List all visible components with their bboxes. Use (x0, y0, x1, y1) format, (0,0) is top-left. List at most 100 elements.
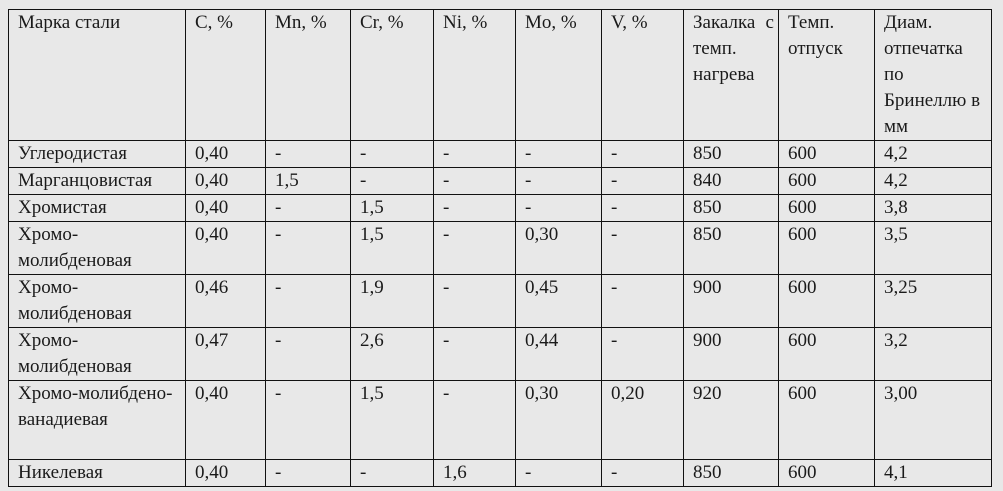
steel-grade-cell: Углеродистая (8, 140, 186, 168)
value-cell: - (265, 327, 351, 381)
value-cell: - (433, 167, 516, 195)
value-cell: - (515, 140, 602, 168)
value-cell: - (265, 380, 351, 460)
table-row: Хромо-молибденовая 0,47-2,6-0,44-900 600 3,… (8, 327, 992, 381)
value-cell: 600 (778, 327, 875, 381)
steel-grade-cell: Марганцовистая (8, 167, 186, 195)
table-row: Хромо-молибдено-ванадиевая 0,40-1,5-0,30 0… (8, 380, 992, 460)
header-cell: V, % (601, 9, 684, 141)
value-cell: 600 (778, 380, 875, 460)
value-cell: 600 (778, 221, 875, 275)
steel-grade-cell: Хромо-молибденовая (8, 327, 186, 381)
value-cell: - (601, 140, 684, 168)
value-cell: - (433, 274, 516, 328)
value-cell: 0,45 (515, 274, 602, 328)
value-cell: - (601, 167, 684, 195)
header-cell: Mn, % (265, 9, 351, 141)
steel-grade-cell: Хромо-молибденовая (8, 274, 186, 328)
value-cell: 0,40 (185, 221, 266, 275)
value-cell: 3,25 (874, 274, 992, 328)
value-cell: - (601, 221, 684, 275)
value-cell: - (515, 459, 602, 487)
value-cell: - (265, 459, 351, 487)
value-cell: 900 (683, 327, 779, 381)
value-cell: 850 (683, 140, 779, 168)
value-cell: - (350, 459, 434, 487)
value-cell: 600 (778, 194, 875, 222)
value-cell: - (350, 167, 434, 195)
value-cell: 600 (778, 274, 875, 328)
value-cell: 0,47 (185, 327, 266, 381)
value-cell: 850 (683, 221, 779, 275)
value-cell: 0,44 (515, 327, 602, 381)
header-cell: Диам. отпечатка по Бринеллю в мм (874, 9, 992, 141)
value-cell: - (265, 140, 351, 168)
value-cell: 1,5 (350, 194, 434, 222)
value-cell: 0,40 (185, 140, 266, 168)
value-cell: 850 (683, 194, 779, 222)
header-row: Марка стали C, % Mn, % Cr, % Ni, % Mo, % V, % З… (8, 9, 992, 141)
value-cell: 0,40 (185, 167, 266, 195)
value-cell: - (515, 194, 602, 222)
steel-grade-cell: Никелевая (8, 459, 186, 487)
value-cell: 2,6 (350, 327, 434, 381)
value-cell: - (601, 459, 684, 487)
value-cell: 920 (683, 380, 779, 460)
value-cell: - (601, 327, 684, 381)
value-cell: - (433, 327, 516, 381)
value-cell: 3,8 (874, 194, 992, 222)
value-cell: - (350, 140, 434, 168)
value-cell: - (265, 194, 351, 222)
value-cell: 0,30 (515, 380, 602, 460)
value-cell: - (433, 221, 516, 275)
value-cell: 1,5 (350, 380, 434, 460)
value-cell: 840 (683, 167, 779, 195)
value-cell: 3,2 (874, 327, 992, 381)
header-cell: Cr, % (350, 9, 434, 141)
value-cell: 0,40 (185, 194, 266, 222)
header-cell: Ni, % (433, 9, 516, 141)
value-cell: 1,5 (265, 167, 351, 195)
value-cell: 3,00 (874, 380, 992, 460)
value-cell: 0,46 (185, 274, 266, 328)
table-row: Марганцовистая 0,40 1,5- - - -840 600 4,2 (8, 167, 992, 195)
value-cell: - (265, 221, 351, 275)
value-cell: 1,6 (433, 459, 516, 487)
value-cell: 1,9 (350, 274, 434, 328)
steel-properties-table: Марка стали C, % Mn, % Cr, % Ni, % Mo, % V, % З… (8, 9, 992, 487)
value-cell: 0,40 (185, 459, 266, 487)
value-cell: 0,40 (185, 380, 266, 460)
value-cell: 4,2 (874, 140, 992, 168)
table-row: Хромо-молибденовая 0,40-1,5-0,30-850 600 3,… (8, 221, 992, 275)
value-cell: - (433, 380, 516, 460)
value-cell: 4,1 (874, 459, 992, 487)
value-cell: 600 (778, 167, 875, 195)
value-cell: 600 (778, 140, 875, 168)
header-cell: C, % (185, 9, 266, 141)
steel-grade-cell: Хромистая (8, 194, 186, 222)
table-row: Углеродистая 0,40- - - - -850 600 4,2 (8, 140, 992, 168)
value-cell: 3,5 (874, 221, 992, 275)
value-cell: 600 (778, 459, 875, 487)
value-cell: - (265, 274, 351, 328)
value-cell: 0,30 (515, 221, 602, 275)
value-cell: 1,5 (350, 221, 434, 275)
value-cell: 4,2 (874, 167, 992, 195)
value-cell: - (433, 140, 516, 168)
header-cell: Темп. отпуск (778, 9, 875, 141)
value-cell: - (601, 274, 684, 328)
header-cell: Mo, % (515, 9, 602, 141)
header-cell: Закалка с темп. нагрева (683, 9, 779, 141)
table-row: Хромо-молибденовая 0,46-1,9-0,45-900 600 3,… (8, 274, 992, 328)
steel-grade-cell: Хромо-молибдено-ванадиевая (8, 380, 186, 460)
header-cell: Марка стали (8, 9, 186, 141)
value-cell: - (433, 194, 516, 222)
steel-grade-cell: Хромо-молибденовая (8, 221, 186, 275)
value-cell: 0,20 (601, 380, 684, 460)
table-row: Никелевая 0,40- -1,6- -850 600 4,1 (8, 459, 992, 487)
value-cell: - (515, 167, 602, 195)
value-cell: 900 (683, 274, 779, 328)
table-row: Хромистая 0,40-1,5- - -850 600 3,8 (8, 194, 992, 222)
value-cell: 850 (683, 459, 779, 487)
value-cell: - (601, 194, 684, 222)
